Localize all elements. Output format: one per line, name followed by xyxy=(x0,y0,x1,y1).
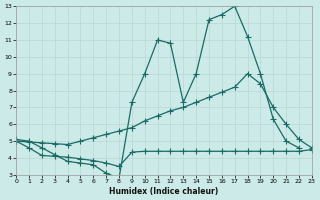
X-axis label: Humidex (Indice chaleur): Humidex (Indice chaleur) xyxy=(109,187,219,196)
